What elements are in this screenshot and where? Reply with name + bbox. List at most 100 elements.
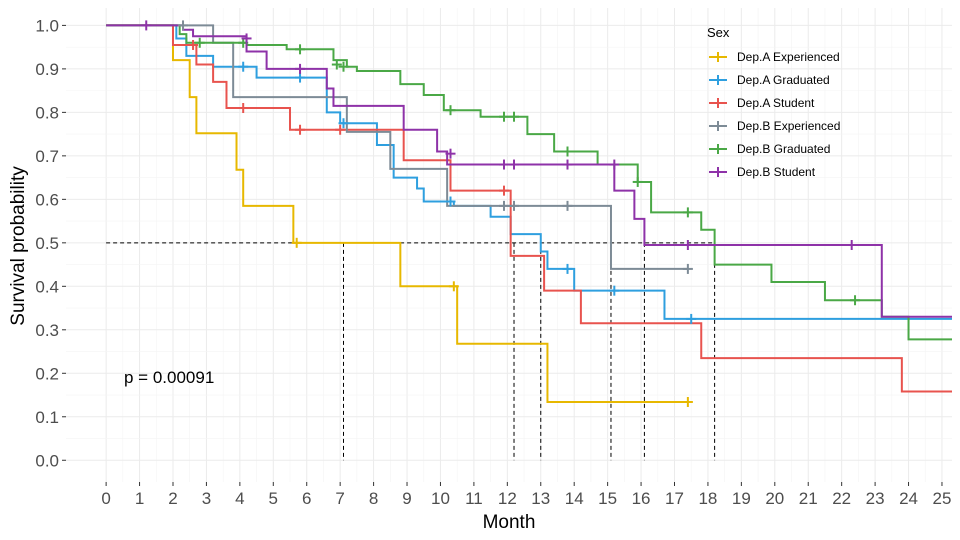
curve-dep-a-experienced	[106, 24, 688, 403]
censor-mark	[295, 72, 306, 83]
censor-mark	[188, 39, 199, 50]
y-axis-ticks: 0.0 0.1 0.2 0.3 0.4 0.5 0.6 0.7 0.8 0.9 1.0	[35, 16, 66, 470]
censor-mark	[686, 313, 697, 324]
censor-mark	[498, 200, 509, 211]
censor-mark	[238, 61, 249, 72]
x-tick-label: 17	[665, 489, 684, 508]
x-axis-ticks: 0 1 2 3 4 5 6 7 8 9 10 11 12 13 14 15 16 17 18 19 20 21 22 23 24…	[101, 482, 951, 508]
legend-label: Dep.B Graduated	[737, 142, 830, 156]
censor-mark	[509, 200, 520, 211]
legend-label: Dep.B Experienced	[737, 119, 840, 133]
x-tick-label: 2	[168, 489, 177, 508]
censor-mark	[682, 396, 693, 407]
censor-marks	[141, 20, 861, 407]
censor-mark	[498, 159, 509, 170]
x-tick-label: 21	[799, 489, 818, 508]
censor-mark	[295, 63, 306, 74]
x-tick-label: 5	[269, 489, 278, 508]
censor-mark	[141, 20, 152, 31]
censor-mark	[498, 185, 509, 196]
x-tick-label: 14	[565, 489, 584, 508]
x-tick-label: 12	[498, 489, 517, 508]
censor-mark	[295, 44, 306, 55]
legend-item: Dep.B Graduated	[709, 142, 830, 156]
y-axis-title: Survival probability	[8, 166, 29, 326]
curve-dep-a-student	[106, 24, 952, 393]
legend-label: Dep.A Experienced	[737, 50, 840, 64]
x-tick-label: 25	[933, 489, 952, 508]
legend-item: Dep.A Experienced	[709, 50, 840, 64]
x-tick-label: 11	[465, 489, 483, 508]
censor-mark	[238, 103, 249, 114]
x-tick-label: 9	[402, 489, 411, 508]
censor-mark	[562, 159, 573, 170]
p-value-annotation: p = 0.00091	[124, 368, 214, 387]
censor-mark	[178, 20, 189, 31]
legend-label: Dep.B Student	[737, 165, 816, 179]
censor-mark	[295, 124, 306, 135]
censor-mark	[682, 263, 693, 274]
y-tick-label: 0.3	[35, 321, 59, 340]
x-tick-label: 20	[765, 489, 784, 508]
x-tick-label: 10	[431, 489, 450, 508]
x-tick-label: 18	[698, 489, 717, 508]
y-tick-label: 1.0	[35, 16, 59, 35]
censor-mark	[682, 240, 693, 250]
censor-mark	[562, 200, 573, 211]
censor-mark	[331, 59, 342, 70]
censor-mark	[562, 263, 573, 274]
x-tick-label: 8	[369, 489, 378, 508]
x-tick-label: 24	[899, 489, 918, 508]
x-tick-label: 22	[832, 489, 851, 508]
legend-item: Dep.A Graduated	[709, 73, 830, 87]
legend-item: Dep.A Student	[709, 96, 815, 110]
y-tick-label: 0.5	[35, 234, 59, 253]
y-tick-label: 0.2	[35, 364, 59, 383]
censor-mark	[682, 207, 693, 218]
curve-dep-b-student	[106, 24, 952, 318]
censor-mark	[850, 295, 861, 306]
censor-mark	[194, 37, 205, 48]
legend-item: Dep.B Experienced	[709, 119, 840, 133]
x-tick-label: 4	[235, 489, 244, 508]
y-tick-label: 0.6	[35, 190, 59, 209]
x-axis-title: Month	[483, 512, 536, 533]
censor-mark	[338, 61, 349, 72]
censor-mark	[609, 285, 620, 296]
legend: Sex Dep.A Experienced Dep.A Graduated Dep.…	[707, 25, 840, 179]
censor-mark	[445, 148, 456, 159]
y-tick-label: 0.1	[35, 408, 59, 427]
y-tick-label: 0.4	[35, 277, 59, 296]
series-curves	[106, 24, 952, 403]
censor-mark	[445, 105, 456, 116]
censor-mark	[445, 196, 456, 207]
x-tick-label: 15	[598, 489, 617, 508]
legend-title: Sex	[707, 25, 730, 40]
x-tick-label: 23	[866, 489, 885, 508]
censor-mark	[509, 159, 520, 170]
x-tick-label: 3	[202, 489, 211, 508]
legend-item: Dep.B Student	[709, 165, 816, 179]
y-tick-label: 0.0	[35, 451, 59, 470]
legend-label: Dep.A Student	[737, 96, 815, 110]
x-tick-label: 7	[335, 489, 344, 508]
x-tick-label: 16	[632, 489, 651, 508]
y-tick-label: 0.9	[35, 60, 59, 79]
y-tick-label: 0.7	[35, 147, 59, 166]
x-tick-label: 13	[531, 489, 550, 508]
x-tick-label: 19	[732, 489, 751, 508]
censor-mark	[338, 118, 349, 129]
censor-mark	[291, 237, 302, 248]
x-tick-label: 6	[302, 489, 311, 508]
censor-mark	[448, 281, 459, 292]
censor-mark	[846, 240, 857, 250]
censor-mark	[632, 176, 643, 187]
censor-mark	[509, 111, 520, 122]
legend-label: Dep.A Graduated	[737, 73, 830, 87]
censor-mark	[498, 111, 509, 122]
censor-mark	[609, 159, 620, 170]
median-reference-lines	[106, 242, 716, 461]
x-tick-label: 1	[135, 489, 144, 508]
censor-mark	[241, 33, 252, 44]
